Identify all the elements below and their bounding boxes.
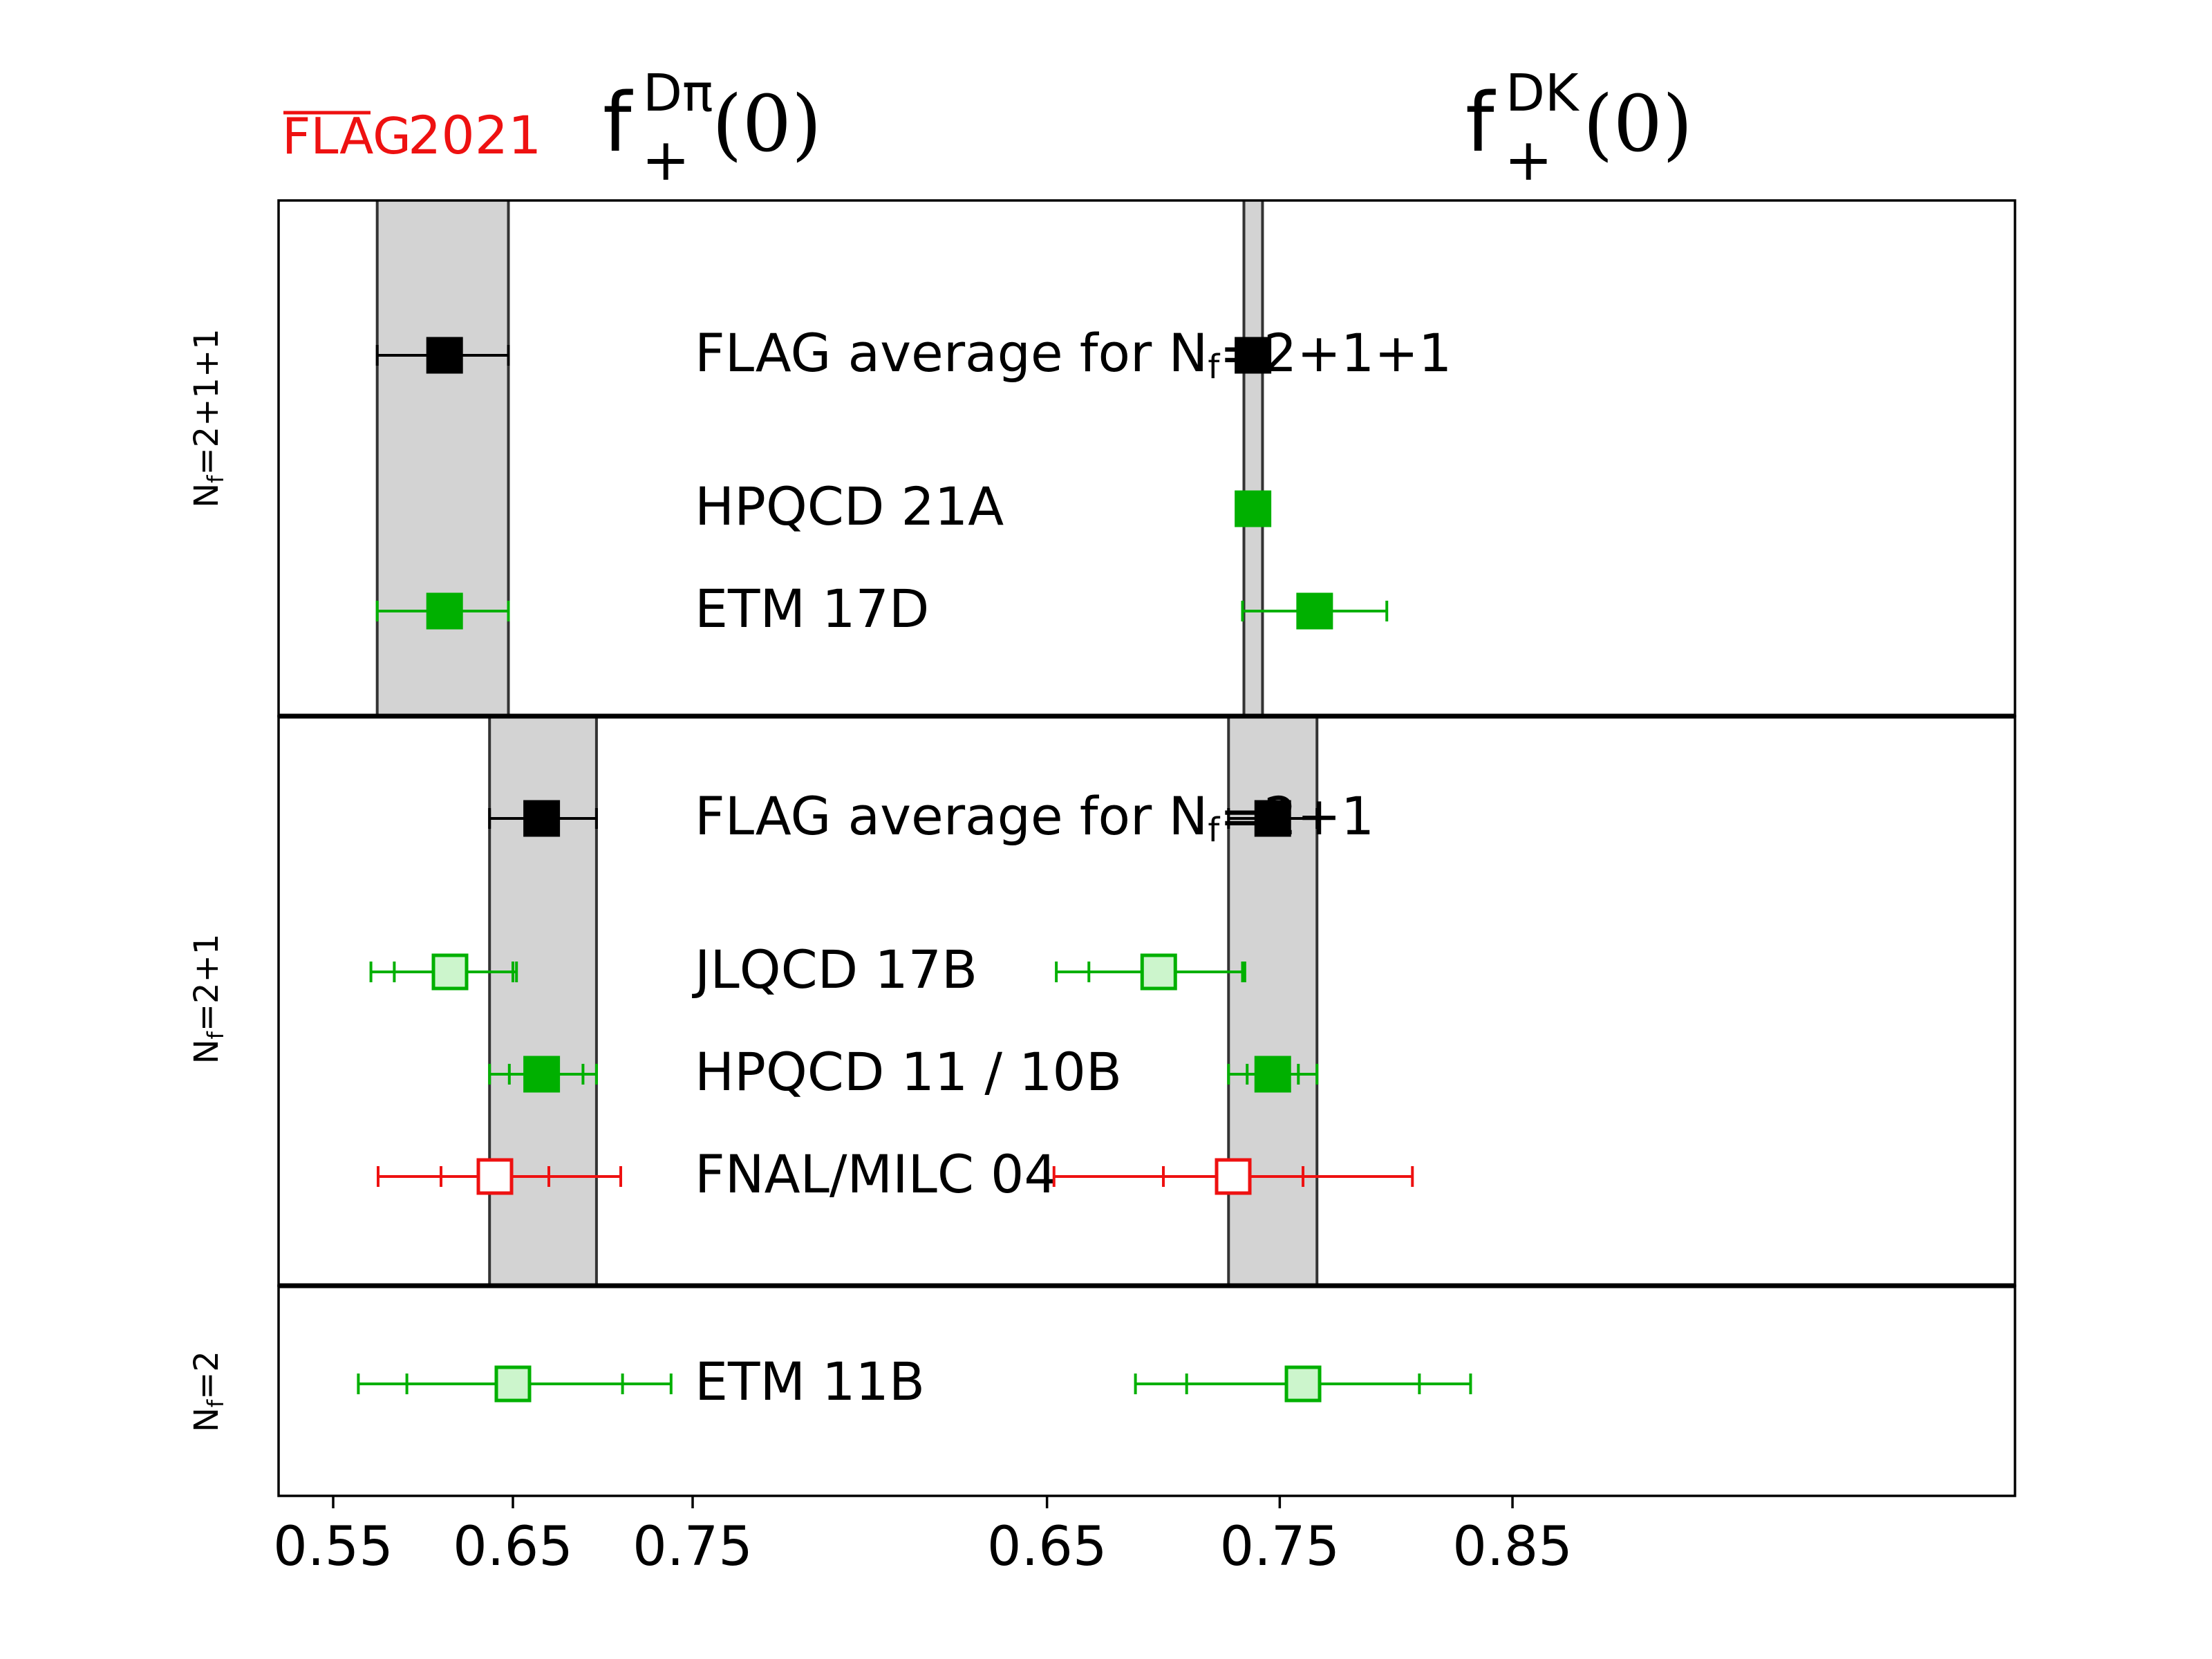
tick-label-dk-0: 0.65: [987, 1516, 1107, 1578]
title-dk: f DK + (0): [1465, 64, 1693, 194]
flag-logo-text: FLAG: [282, 107, 411, 165]
flag-logo: FLAG 2021: [282, 104, 541, 166]
point-dk-g1-r1-marker: [1140, 953, 1177, 991]
row-label-flag-avg-211: FLAG average for Nf=2+1+1: [695, 322, 1452, 386]
title-dk-arg: (0): [1583, 79, 1693, 169]
title-dk-sub: +: [1504, 126, 1553, 194]
row-label-flag-avg-21: FLAG average for Nf=2+1: [695, 785, 1374, 850]
title-dpi: f Dπ + (0): [603, 64, 822, 194]
row-label-hpqcd11-10b: HPQCD 11 / 10B: [695, 1041, 1122, 1103]
band-dk-group-0: [1244, 200, 1263, 716]
tick-label-dk-2: 0.85: [1452, 1516, 1573, 1578]
point-dpi-g2-r0-marker: [494, 1365, 532, 1403]
tick-label-dpi-1: 0.65: [453, 1516, 573, 1578]
title-dk-sup: DK: [1506, 64, 1580, 123]
row-label-hpqcd21a: HPQCD 21A: [695, 476, 1004, 537]
title-dpi-sub: +: [641, 126, 690, 194]
point-dpi-g1-r1-marker: [431, 953, 469, 991]
flag-logo-year: 2021: [408, 104, 541, 166]
point-dk-g0-r2-marker: [1296, 592, 1333, 630]
title-dpi-arg: (0): [712, 79, 822, 169]
group-labels: Nf=2+1+1 Nf=2+1 Nf=2: [187, 328, 229, 1432]
group-label-nf211: Nf=2+1+1: [187, 328, 229, 507]
point-dpi-g1-r3-marker: [476, 1158, 514, 1195]
point-dpi-g1-r2-marker: [523, 1056, 561, 1093]
row-label-etm11b: ETM 11B: [695, 1351, 925, 1412]
point-dpi-g0-r0-marker: [426, 337, 463, 374]
group-label-nf21: Nf=2+1: [187, 934, 229, 1065]
row-label-etm17d: ETM 17D: [695, 578, 929, 639]
point-dk-g2-r0-marker: [1284, 1365, 1322, 1403]
point-dk-g1-r2-marker: [1254, 1056, 1291, 1093]
band-dpi-group-0: [377, 200, 509, 716]
point-dk-g1-r3-marker: [1215, 1158, 1252, 1195]
data-points: [357, 337, 1472, 1403]
point-dpi-g1-r0-marker: [523, 800, 561, 837]
x-axis-ticks: 0.55 0.65 0.75 0.65 0.75 0.85: [273, 1496, 1573, 1578]
point-dk-g1-r0-marker: [1254, 800, 1291, 837]
row-label-fnalmilc04: FNAL/MILC 04: [695, 1143, 1058, 1205]
title-dpi-f: f: [603, 75, 633, 170]
title-dk-f: f: [1465, 75, 1496, 170]
panel-frames: [277, 199, 2016, 1497]
point-dpi-g0-r2-marker: [426, 592, 463, 630]
point-dk-g0-r0-marker: [1235, 337, 1272, 374]
point-dk-g0-r1-marker: [1235, 490, 1272, 527]
tick-label-dpi-2: 0.75: [632, 1516, 753, 1578]
tick-label-dk-1: 0.75: [1220, 1516, 1340, 1578]
row-labels: FLAG average for Nf=2+1+1 HPQCD 21A ETM …: [692, 322, 1452, 1412]
group-label-nf2: Nf=2: [187, 1351, 229, 1432]
row-label-jlqcd17b: JLQCD 17B: [692, 939, 977, 1000]
title-dpi-sup: Dπ: [643, 64, 713, 123]
tick-label-dpi-0: 0.55: [273, 1516, 393, 1578]
